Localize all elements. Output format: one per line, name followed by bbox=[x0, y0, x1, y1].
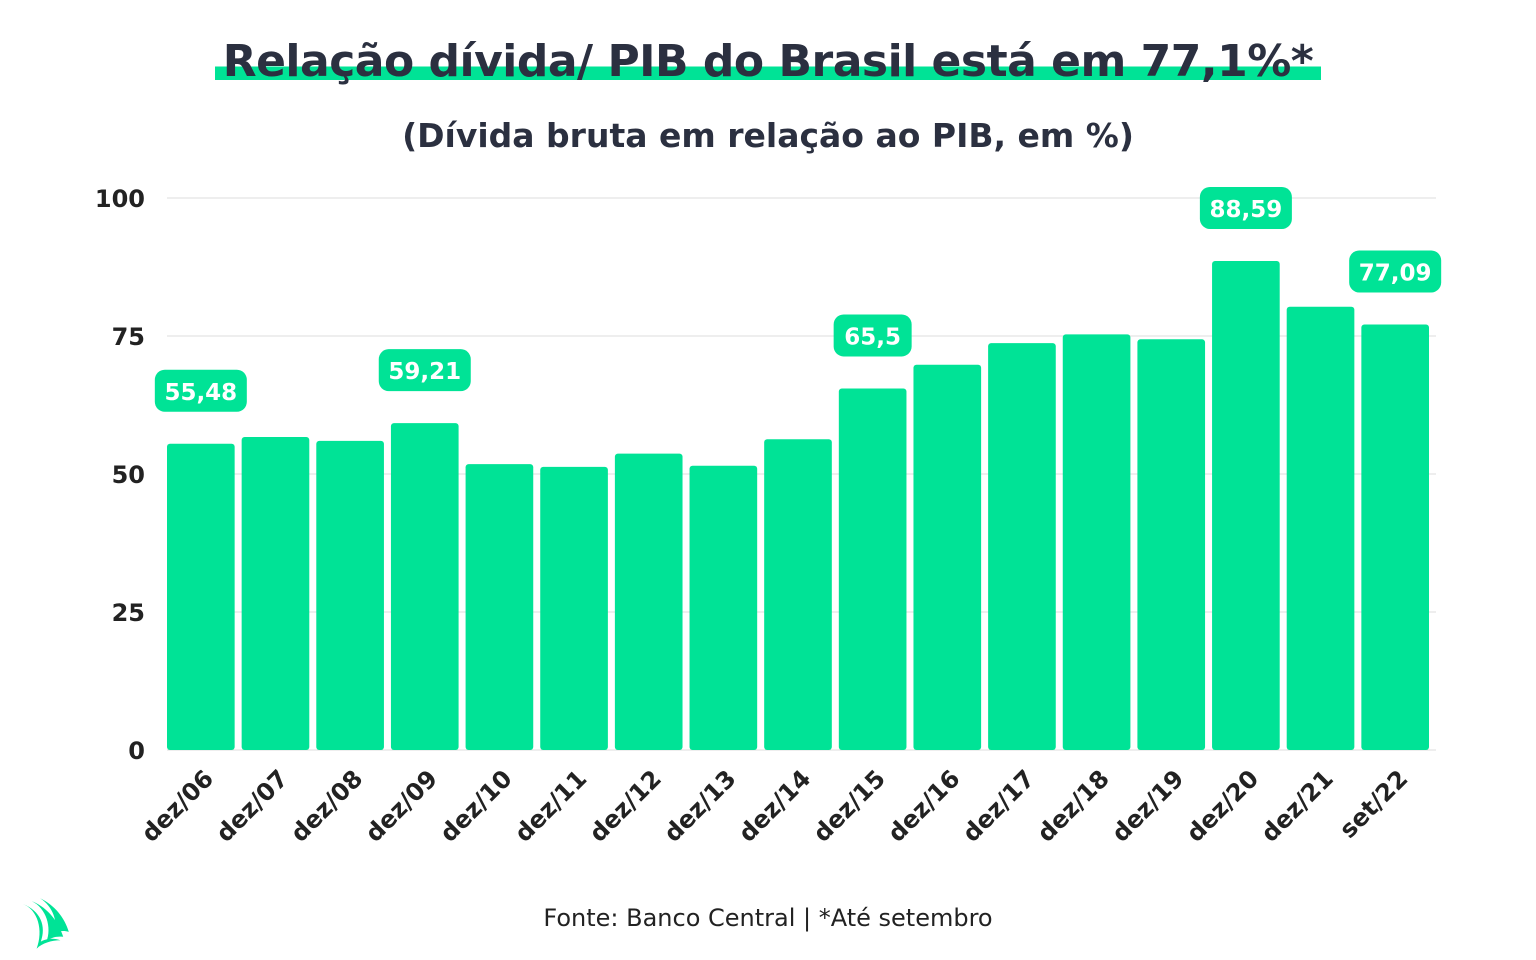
x-tick-label: dez/07 bbox=[211, 764, 294, 847]
x-tick-label: dez/12 bbox=[584, 764, 667, 847]
y-tick-label: 50 bbox=[112, 461, 145, 489]
chart-title: Relação dívida/ PIB do Brasil está em 77… bbox=[214, 36, 1322, 87]
data-label: 65,5 bbox=[844, 324, 901, 350]
bar-dez-16 bbox=[913, 364, 982, 750]
bar-dez-18 bbox=[1062, 334, 1131, 750]
bar-dez-19 bbox=[1137, 339, 1206, 750]
x-tick-label: dez/09 bbox=[360, 764, 443, 847]
x-tick-label: dez/11 bbox=[509, 764, 592, 847]
x-tick-label: dez/06 bbox=[136, 764, 219, 847]
bar-dez-10 bbox=[465, 464, 534, 750]
bar-dez-14 bbox=[764, 439, 832, 750]
x-tick-label: dez/10 bbox=[435, 764, 518, 847]
data-label-badge bbox=[833, 314, 912, 357]
x-tick-label: dez/17 bbox=[957, 764, 1040, 847]
data-label: 59,21 bbox=[388, 359, 461, 385]
y-tick-label: 25 bbox=[112, 599, 145, 627]
bar-dez-21 bbox=[1286, 306, 1355, 750]
data-label: 77,09 bbox=[1359, 260, 1432, 286]
source-note: Fonte: Banco Central | *Até setembro bbox=[543, 904, 993, 932]
y-tick-label: 100 bbox=[95, 185, 145, 213]
bar-dez-15 bbox=[838, 388, 907, 750]
x-tick-label: set/22 bbox=[1334, 764, 1413, 843]
data-label: 55,48 bbox=[164, 380, 237, 406]
logo-icon bbox=[22, 898, 69, 949]
bar-dez-08 bbox=[316, 440, 384, 750]
x-tick-label: dez/18 bbox=[1032, 764, 1115, 847]
bar-dez-07 bbox=[241, 437, 310, 750]
x-tick-label: dez/08 bbox=[285, 764, 368, 847]
bar-dez-11 bbox=[540, 466, 608, 750]
bar-dez-20 bbox=[1212, 260, 1280, 750]
bar-dez-06 bbox=[167, 443, 235, 750]
bar-dez-09 bbox=[390, 423, 459, 750]
data-label-badge bbox=[154, 369, 247, 412]
data-label-badge bbox=[1199, 186, 1292, 229]
x-tick-label: dez/21 bbox=[1256, 764, 1339, 847]
data-label: 88,59 bbox=[1209, 197, 1282, 223]
bar-set-22 bbox=[1361, 324, 1429, 750]
x-tick-label: dez/13 bbox=[658, 764, 741, 847]
bar-dez-12 bbox=[614, 453, 683, 750]
x-tick-label: dez/16 bbox=[882, 764, 965, 847]
bar-dez-13 bbox=[689, 465, 758, 750]
x-tick-label: dez/20 bbox=[1181, 764, 1264, 847]
bar-dez-17 bbox=[988, 343, 1056, 750]
x-tick-label: dez/14 bbox=[733, 764, 816, 847]
x-tick-label: dez/19 bbox=[1106, 764, 1189, 847]
data-label-badge bbox=[378, 349, 471, 392]
data-label-badge bbox=[1349, 250, 1442, 293]
chart-subtitle: (Dívida bruta em relação ao PIB, em %) bbox=[402, 116, 1134, 155]
y-tick-label: 75 bbox=[112, 323, 145, 351]
x-tick-label: dez/15 bbox=[808, 764, 891, 847]
y-tick-label: 0 bbox=[128, 737, 145, 765]
